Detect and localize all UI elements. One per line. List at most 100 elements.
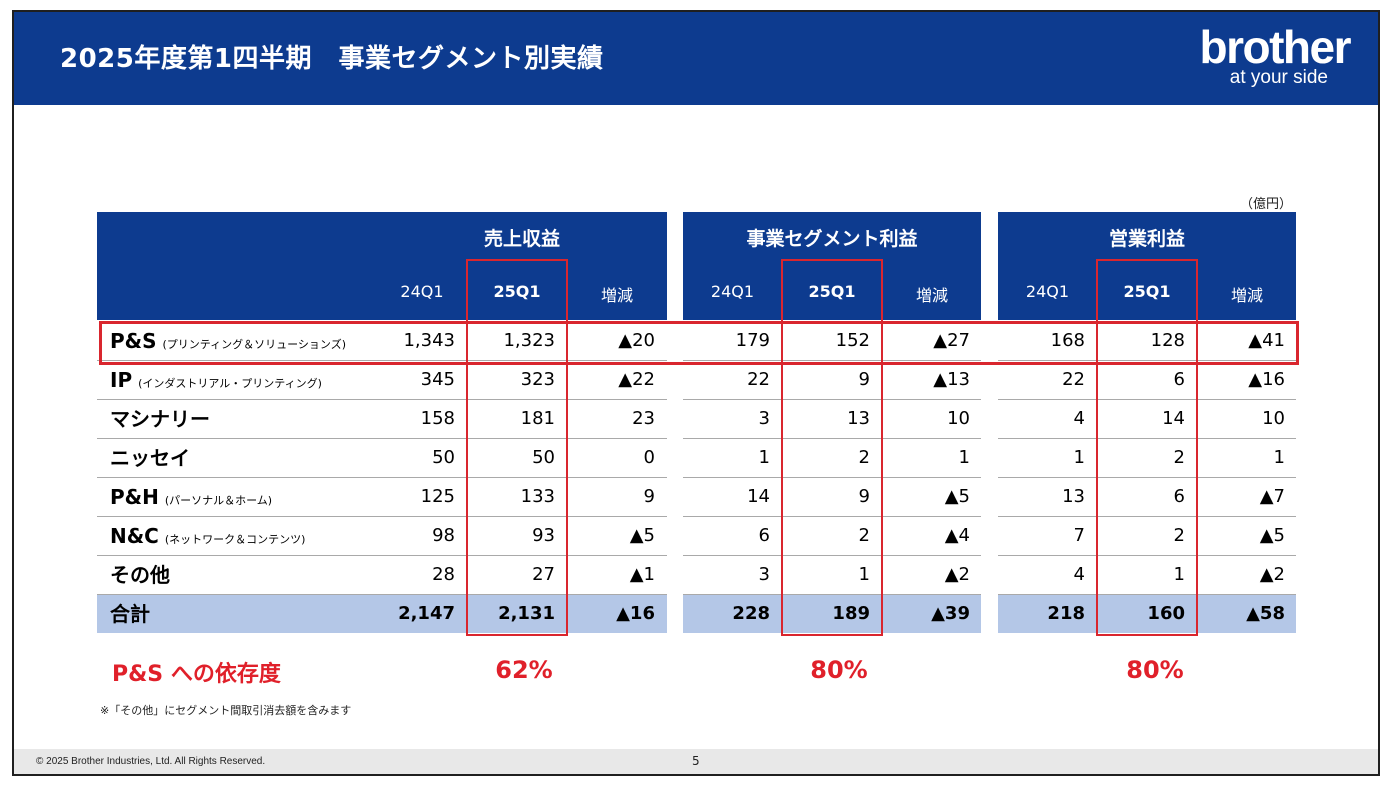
segment-subtitle: (ネットワーク＆コンテンツ) [164, 533, 306, 546]
footnote: ※「その他」にセグメント間取引消去額を含みます [100, 704, 352, 717]
cell-segment-profit-2: ▲27 [933, 330, 970, 351]
segment-name: P&H [110, 485, 159, 509]
cell-segment-profit-0: 6 [758, 525, 770, 546]
row-name: P&H (パーソナル＆ホーム) [110, 478, 272, 516]
segment-subtitle: (パーソナル＆ホーム) [164, 494, 273, 507]
highlight-box-25q1-operating-profit [1096, 259, 1198, 636]
segment-subtitle: (インダストリアル・プリンティング) [138, 377, 322, 390]
cell-segment-profit-2: ▲13 [933, 369, 970, 390]
cell-revenue-2: 23 [632, 408, 655, 429]
cell-operating-profit-2: 10 [1262, 408, 1285, 429]
cell-segment-profit-0: 3 [758, 408, 770, 429]
cell-revenue-0: 50 [432, 447, 455, 468]
cell-segment-profit-1: 2 [858, 525, 870, 546]
header-block-revenue [97, 212, 667, 320]
cell-revenue-1: 1,323 [503, 330, 555, 351]
total-cell-segment-profit-1: 189 [832, 603, 870, 624]
cell-revenue-0: 1,343 [403, 330, 455, 351]
row-name: P&S (プリンティング＆ソリューションズ) [110, 322, 346, 360]
row-divider [998, 360, 1296, 361]
row-divider [97, 516, 667, 517]
cell-operating-profit-0: 4 [1073, 564, 1085, 585]
cell-segment-profit-2: ▲4 [944, 525, 970, 546]
row-divider [998, 477, 1296, 478]
cell-segment-profit-1: 2 [858, 447, 870, 468]
row-divider [683, 555, 981, 556]
row-divider [97, 360, 667, 361]
row-divider [97, 399, 667, 400]
cell-revenue-2: ▲5 [629, 525, 655, 546]
logo-word: brother [1199, 21, 1352, 73]
row-divider [97, 477, 667, 478]
cell-segment-profit-0: 179 [735, 330, 770, 351]
unit-label: （億円） [1240, 197, 1293, 212]
total-cell-revenue-0: 2,147 [398, 603, 455, 624]
highlight-box-25q1-segment-profit [781, 259, 883, 636]
cell-segment-profit-1: 9 [858, 486, 870, 507]
row-divider [683, 438, 981, 439]
cell-operating-profit-0: 1 [1073, 447, 1085, 468]
cell-operating-profit-1: 14 [1162, 408, 1185, 429]
header-bar: 2025年度第1四半期 事業セグメント別実績 brother at your s… [14, 12, 1378, 105]
group-title-segment-profit: 事業セグメント利益 [746, 228, 918, 250]
row-divider [998, 594, 1296, 595]
cell-segment-profit-0: 1 [758, 447, 770, 468]
total-cell-segment-profit-2: ▲39 [931, 603, 970, 624]
cell-operating-profit-2: ▲16 [1248, 369, 1285, 390]
cell-operating-profit-1: 6 [1173, 486, 1185, 507]
row-name: ニッセイ [110, 439, 190, 477]
segment-name: マシナリー [110, 407, 210, 431]
col-label-operating-profit-2: 増減 [1230, 286, 1263, 305]
total-cell-operating-profit-0: 218 [1047, 603, 1085, 624]
cell-operating-profit-1: 1 [1173, 564, 1185, 585]
logo-tagline: at your side [1229, 67, 1328, 88]
total-cell-segment-profit-0: 228 [732, 603, 770, 624]
row-name: マシナリー [110, 400, 210, 438]
header-block-operating-profit [998, 212, 1296, 320]
col-label-revenue-2: 増減 [600, 286, 633, 305]
row-divider [998, 399, 1296, 400]
cell-segment-profit-2: 10 [947, 408, 970, 429]
cell-operating-profit-0: 4 [1073, 408, 1085, 429]
segment-name: 合計 [110, 602, 150, 626]
row-divider [97, 594, 667, 595]
segment-name: ニッセイ [110, 446, 190, 470]
cell-revenue-0: 158 [420, 408, 455, 429]
cell-revenue-1: 93 [532, 525, 555, 546]
cell-revenue-1: 27 [532, 564, 555, 585]
cell-revenue-2: 0 [643, 447, 655, 468]
highlight-box-25q1-revenue [466, 259, 568, 636]
footer-bar: © 2025 Brother Industries, Ltd. All Righ… [14, 749, 1378, 774]
total-cell-revenue-2: ▲16 [616, 603, 655, 624]
group-title-revenue: 売上収益 [483, 228, 560, 250]
segment-subtitle: (プリンティング＆ソリューションズ) [162, 338, 346, 351]
row-divider [97, 438, 667, 439]
dependency-label: P&S への依存度 [112, 662, 281, 687]
row-divider [97, 555, 667, 556]
cell-segment-profit-1: 13 [847, 408, 870, 429]
dependency-value-operating-profit: 80% [1126, 656, 1184, 684]
segment-name: その他 [110, 563, 170, 587]
cell-revenue-2: ▲22 [618, 369, 655, 390]
total-cell-operating-profit-2: ▲58 [1246, 603, 1285, 624]
segment-name: P&S [110, 329, 157, 353]
total-band-revenue [97, 595, 667, 633]
header-block-segment-profit [683, 212, 981, 320]
cell-operating-profit-0: 168 [1050, 330, 1085, 351]
cell-revenue-1: 133 [520, 486, 555, 507]
highlight-box-ps-row [99, 321, 1299, 365]
brother-logo: brother at your side [1190, 21, 1352, 96]
col-label-revenue-0: 24Q1 [400, 282, 444, 301]
total-cell-operating-profit-1: 160 [1147, 603, 1185, 624]
cell-operating-profit-2: ▲7 [1259, 486, 1285, 507]
dependency-value-segment-profit: 80% [810, 656, 868, 684]
col-label-operating-profit-1: 25Q1 [1123, 282, 1171, 301]
cell-revenue-2: ▲1 [629, 564, 655, 585]
cell-segment-profit-2: 1 [958, 447, 970, 468]
row-name: IP (インダストリアル・プリンティング) [110, 361, 322, 399]
segment-name: N&C [110, 524, 159, 548]
cell-operating-profit-0: 13 [1062, 486, 1085, 507]
cell-revenue-1: 181 [520, 408, 555, 429]
cell-operating-profit-1: 6 [1173, 369, 1185, 390]
row-divider [998, 516, 1296, 517]
